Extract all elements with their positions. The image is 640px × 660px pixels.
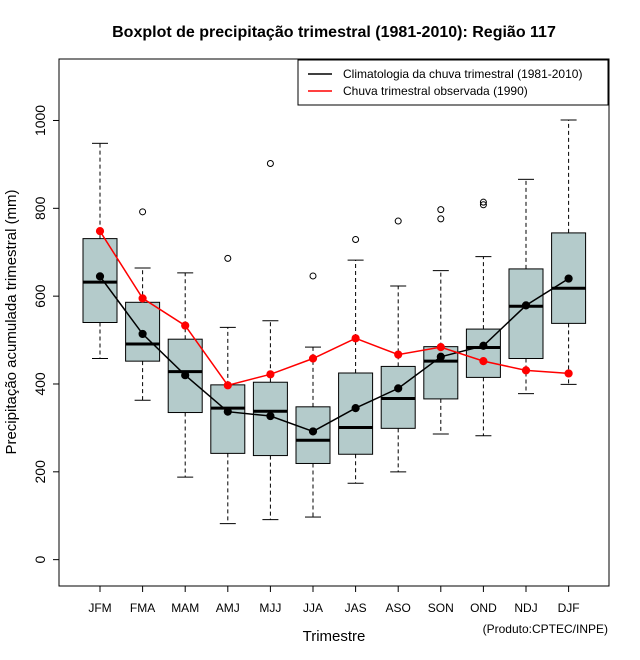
x-tick-label-mam: MAM bbox=[171, 601, 199, 615]
credit-text: (Produto:CPTEC/INPE) bbox=[483, 622, 608, 636]
series-point bbox=[351, 334, 360, 343]
box-body bbox=[295, 406, 331, 464]
outlier-point bbox=[309, 272, 317, 280]
series-point bbox=[564, 274, 573, 283]
chart-title: Boxplot de precipitação trimestral (1981… bbox=[112, 24, 556, 41]
y-tick-label: 600 bbox=[32, 284, 48, 308]
y-tick-label: 800 bbox=[32, 196, 48, 220]
x-tick-label-fma: FMA bbox=[130, 601, 155, 615]
box-body bbox=[82, 238, 118, 324]
y-tick-label: 1000 bbox=[32, 105, 48, 136]
outlier-point bbox=[352, 235, 360, 243]
x-tick-label-jfm: JFM bbox=[88, 601, 111, 615]
x-tick-label-mjj: MJJ bbox=[259, 601, 281, 615]
climatology-series bbox=[95, 272, 573, 436]
x-tick-label-ndj: NDJ bbox=[514, 601, 537, 615]
x-tick-label-ond: OND bbox=[470, 601, 497, 615]
box-body bbox=[338, 372, 374, 455]
series-point bbox=[181, 371, 190, 380]
box-aso bbox=[380, 217, 416, 473]
outlier-point bbox=[479, 198, 487, 206]
series-point bbox=[564, 369, 573, 378]
observed-series bbox=[95, 227, 573, 390]
series-point bbox=[95, 227, 105, 236]
series-point bbox=[138, 329, 147, 339]
y-tick-label: 400 bbox=[32, 372, 48, 396]
x-axis: JFM FMA MAM AMJ MJJ JJA JAS ASO SON OND NDJ DJF bbox=[88, 586, 580, 615]
outlier-point bbox=[139, 208, 147, 216]
series-point bbox=[266, 370, 275, 379]
series-point bbox=[394, 350, 403, 359]
y-axis-label: Precipitação acumulada trimestral (mm) bbox=[3, 189, 20, 454]
box-ond bbox=[465, 198, 501, 437]
box-mjj bbox=[252, 160, 288, 521]
series-point bbox=[266, 411, 275, 421]
box-amj bbox=[210, 254, 246, 525]
series-point bbox=[223, 407, 232, 416]
box-jas bbox=[338, 235, 374, 484]
boxes bbox=[82, 119, 587, 525]
legend: Climatologia da chuva trimestral (1981-2… bbox=[297, 59, 609, 106]
x-tick-label-aso: ASO bbox=[386, 601, 411, 615]
box-son bbox=[423, 206, 459, 435]
y-axis: 0 200 400 600 800 1000 bbox=[32, 105, 60, 564]
x-tick-label-son: SON bbox=[428, 601, 454, 615]
series-point bbox=[479, 357, 488, 366]
box-ndj bbox=[508, 178, 544, 395]
outlier-point bbox=[266, 160, 274, 168]
series-point bbox=[521, 301, 531, 310]
x-tick-label-djf: DJF bbox=[558, 601, 580, 615]
x-axis-label: Trimestre bbox=[303, 628, 366, 645]
series-point bbox=[181, 321, 190, 330]
x-tick-label-jas: JAS bbox=[345, 601, 367, 615]
box-mam bbox=[167, 272, 203, 478]
series-point bbox=[308, 427, 318, 436]
box-jfm bbox=[82, 142, 118, 360]
box-body bbox=[508, 268, 544, 360]
series-point bbox=[394, 384, 403, 393]
box-body bbox=[210, 384, 246, 454]
series-point bbox=[308, 354, 318, 363]
legend-box bbox=[297, 59, 609, 106]
series-line bbox=[99, 230, 569, 387]
y-tick-label: 200 bbox=[32, 460, 48, 484]
outlier-point bbox=[437, 215, 445, 223]
legend-label-climatology: Climatologia da chuva trimestral (1981-2… bbox=[343, 67, 582, 81]
outlier-point bbox=[394, 217, 402, 225]
series-point bbox=[436, 352, 445, 361]
outlier-point bbox=[479, 201, 487, 209]
y-tick-label: 0 bbox=[32, 556, 48, 564]
x-tick-label-jja: JJA bbox=[303, 601, 323, 615]
x-tick-label-amj: AMJ bbox=[216, 601, 240, 615]
outlier-point bbox=[224, 254, 232, 262]
legend-label-observed: Chuva trimestral observada (1990) bbox=[343, 84, 528, 98]
series-line bbox=[99, 275, 569, 433]
box-djf bbox=[551, 119, 587, 385]
box-fma bbox=[125, 208, 161, 401]
series-lines bbox=[95, 227, 573, 436]
box-jja bbox=[295, 272, 331, 518]
series-point bbox=[521, 366, 531, 375]
series-point bbox=[223, 381, 232, 390]
series-point bbox=[479, 341, 488, 350]
series-point bbox=[95, 272, 105, 281]
box-body bbox=[465, 328, 501, 378]
series-point bbox=[436, 342, 445, 352]
outlier-point bbox=[437, 206, 445, 214]
series-point bbox=[351, 404, 360, 413]
series-point bbox=[138, 294, 147, 303]
